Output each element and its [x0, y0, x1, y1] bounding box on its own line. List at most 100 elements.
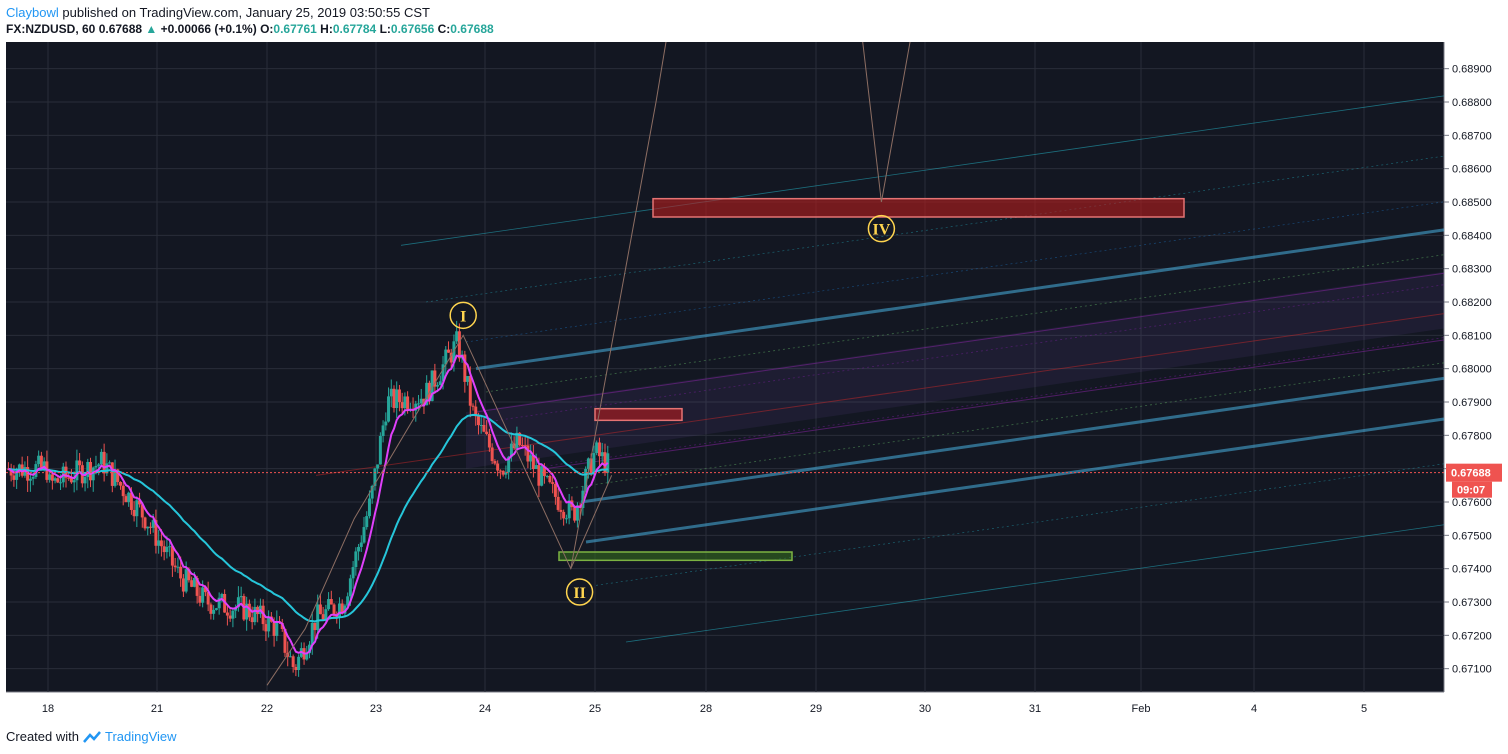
date-tick-label: 5 [1361, 703, 1367, 715]
candle-body [113, 469, 117, 486]
candle-body [86, 461, 90, 478]
candle-body [154, 520, 158, 546]
countdown-label: 09:07 [1457, 485, 1485, 497]
symbol-label: FX:NZDUSD, 60 [6, 22, 96, 36]
candle-body [99, 451, 103, 465]
candle-body [540, 466, 544, 486]
candle-body [48, 474, 52, 480]
date-tick-label: 18 [42, 703, 54, 715]
price-tick-label: 0.68000 [1452, 364, 1492, 376]
candle-body [288, 656, 292, 658]
price-tick-label: 0.67200 [1452, 630, 1492, 642]
up-arrow-icon: ▲ [145, 22, 158, 36]
candle-body [562, 511, 566, 519]
candle-body [463, 354, 467, 382]
candle-body [373, 468, 377, 486]
current-price-badge [1446, 463, 1502, 482]
price-tick-label: 0.68500 [1452, 197, 1492, 209]
candle-body [89, 461, 93, 481]
candle-body [581, 490, 585, 508]
price-tick-label: 0.68900 [1452, 64, 1492, 76]
candle-body [493, 461, 497, 464]
tradingview-icon [83, 730, 101, 743]
date-tick-label: 29 [810, 703, 822, 715]
pitchfork-median-line [315, 313, 1445, 476]
candle-body [212, 609, 216, 614]
candle-body [94, 465, 98, 468]
low-value: 0.67656 [390, 22, 435, 36]
price-tick-label: 0.67400 [1452, 564, 1492, 576]
candle-body [455, 331, 459, 342]
candle-body [509, 443, 513, 457]
candle-body [67, 477, 71, 479]
candle-body [69, 477, 73, 483]
candle-body [357, 546, 361, 552]
candle-body [441, 364, 445, 382]
candle-body [351, 567, 355, 579]
pitchfork-dotted-line [425, 155, 1445, 303]
candle-body [362, 527, 366, 543]
author-link[interactable]: Claybowl [6, 5, 59, 20]
candle-body [343, 605, 347, 614]
candle-body [165, 546, 169, 553]
candle-body [466, 376, 470, 382]
candle-body [324, 609, 328, 620]
wave-projection [862, 42, 911, 203]
candle-body [132, 509, 136, 517]
candle-body [118, 481, 122, 486]
candle-body [305, 653, 309, 660]
wave-label-circle [449, 301, 477, 330]
price-tick-label: 0.67600 [1452, 497, 1492, 509]
candle-body [181, 578, 185, 592]
date-tick-label: 30 [919, 703, 931, 715]
candle-body [264, 624, 268, 632]
candle-body [397, 389, 401, 403]
resistance-zone [652, 197, 1185, 218]
candle-body [168, 546, 172, 548]
date-tick-label: 23 [370, 703, 382, 715]
wave-label-II: II [573, 585, 585, 602]
candle-body [526, 445, 530, 462]
pitchfork-dotted-line [485, 254, 1445, 393]
candle-body [389, 388, 393, 397]
candle-body [430, 370, 434, 402]
candle-body [116, 469, 120, 482]
candle-body [267, 616, 271, 632]
ema-fast-line [7, 354, 609, 655]
candle-body [359, 542, 363, 547]
candle-body [310, 622, 314, 645]
candle-body [192, 578, 196, 587]
candle-body [425, 382, 429, 406]
candle-body [457, 331, 461, 359]
price-tick-label: 0.67500 [1452, 530, 1492, 542]
candle-body [553, 483, 557, 497]
candle-body [236, 597, 240, 608]
candle-body [108, 462, 112, 464]
candle-body [37, 455, 41, 465]
candle-body [75, 460, 79, 481]
candle-body [592, 453, 596, 475]
candle-body [198, 595, 202, 603]
candle-body [507, 456, 511, 473]
resistance-zone [594, 407, 683, 422]
candle-body [110, 462, 114, 486]
candle-body [406, 396, 410, 410]
candle-body [603, 452, 607, 473]
pitchfork-dotted-line [485, 284, 1445, 423]
candle-body [433, 370, 437, 387]
candle-body [414, 403, 418, 411]
pitchfork-line [475, 272, 1445, 413]
tradingview-logo[interactable]: TradingView [83, 729, 177, 744]
pitchfork-line [545, 339, 1445, 470]
price-chart[interactable]: 0.68900 0.68800 0.68700 0.68600 0.68500 0.684… [6, 42, 1502, 722]
candle-body [515, 432, 519, 449]
candle-body [179, 566, 183, 579]
candle-body [138, 500, 142, 505]
candle-body [365, 516, 369, 528]
price-tick-label: 0.68400 [1452, 230, 1492, 242]
pitchfork-group [315, 95, 1445, 643]
candle-body [12, 475, 16, 480]
candle-body [239, 596, 243, 598]
price-tick-label: 0.67300 [1452, 597, 1492, 609]
candle-body [438, 381, 442, 386]
